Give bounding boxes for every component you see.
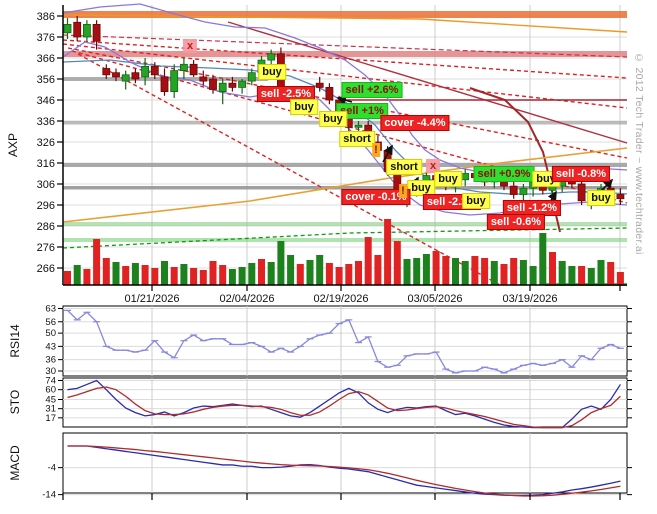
alert-marker: ! xyxy=(372,143,380,157)
watermark: © 2012 Tech Trader ~ www.techtrader.ai xyxy=(633,52,645,255)
trade-signal-label: cover -0.1% xyxy=(341,189,411,205)
trade-signal-label: sell -0.6% xyxy=(486,214,546,230)
date-tick-label: 03/19/2026 xyxy=(502,293,557,305)
svg-text:306: 306 xyxy=(37,179,55,191)
date-tick-label: 03/05/2026 xyxy=(407,293,462,305)
trade-signal-label: short xyxy=(339,131,375,147)
sto-panel-title: STO xyxy=(8,389,22,415)
svg-text:50: 50 xyxy=(45,328,56,339)
svg-text:386: 386 xyxy=(37,11,55,23)
trade-signal-label: cover -4.4% xyxy=(380,115,450,131)
main-price-panel: 386 376 366 356 346 336 326 316 306 296 286 276 266 0… xyxy=(37,3,628,305)
trade-signal-label: buy xyxy=(319,111,347,127)
cancel-marker: x xyxy=(182,39,198,53)
svg-text:376: 376 xyxy=(37,32,55,44)
svg-text:30: 30 xyxy=(45,366,56,377)
trade-signal-label: sell -0.8% xyxy=(551,166,611,182)
svg-text:56: 56 xyxy=(45,317,56,328)
trade-signal-label: sell -2.5% xyxy=(256,86,316,102)
alert-marker: ! xyxy=(399,184,407,198)
svg-text:-4: -4 xyxy=(48,463,56,474)
svg-text:31: 31 xyxy=(45,404,56,415)
svg-text:336: 336 xyxy=(37,116,55,128)
svg-text:356: 356 xyxy=(37,74,55,86)
svg-text:63: 63 xyxy=(45,304,56,315)
trade-signal-label: buy xyxy=(587,190,615,206)
date-tick-label: 01/21/2026 xyxy=(124,293,179,305)
trade-signal-label: buy xyxy=(434,171,462,187)
svg-text:-14: -14 xyxy=(42,490,56,501)
cancel-marker: x xyxy=(425,159,441,173)
trade-signal-label: buy xyxy=(258,64,286,80)
svg-text:296: 296 xyxy=(37,200,55,212)
svg-text:286: 286 xyxy=(37,221,55,233)
svg-text:276: 276 xyxy=(37,242,55,254)
trade-signal-label: sell +2.6% xyxy=(341,82,403,98)
date-tick-label: 02/04/2026 xyxy=(219,293,274,305)
rsi-panel-title: RSI14 xyxy=(8,324,22,358)
trade-signal-label: buy xyxy=(290,99,318,115)
date-tick-label: 02/19/2026 xyxy=(313,293,368,305)
svg-text:74: 74 xyxy=(45,376,56,387)
svg-text:326: 326 xyxy=(37,137,55,149)
svg-text:43: 43 xyxy=(45,341,56,352)
svg-text:36: 36 xyxy=(45,355,56,366)
macd-panel: -4 -14 xyxy=(42,432,632,501)
volume-bars xyxy=(64,219,624,285)
svg-text:346: 346 xyxy=(37,95,55,107)
svg-text:316: 316 xyxy=(37,158,55,170)
svg-text:45: 45 xyxy=(45,394,56,405)
svg-text:366: 366 xyxy=(37,53,55,65)
macd-panel-title: MACD xyxy=(8,445,22,481)
trade-signal-label: buy xyxy=(462,193,490,209)
main-price-axis-title: AXP xyxy=(6,132,20,158)
svg-text:60: 60 xyxy=(45,385,56,396)
svg-text:17: 17 xyxy=(45,413,56,424)
svg-text:266: 266 xyxy=(37,263,55,275)
trade-signal-label: sell +0.9% xyxy=(473,166,535,182)
trade-signal-label: short xyxy=(386,159,422,175)
